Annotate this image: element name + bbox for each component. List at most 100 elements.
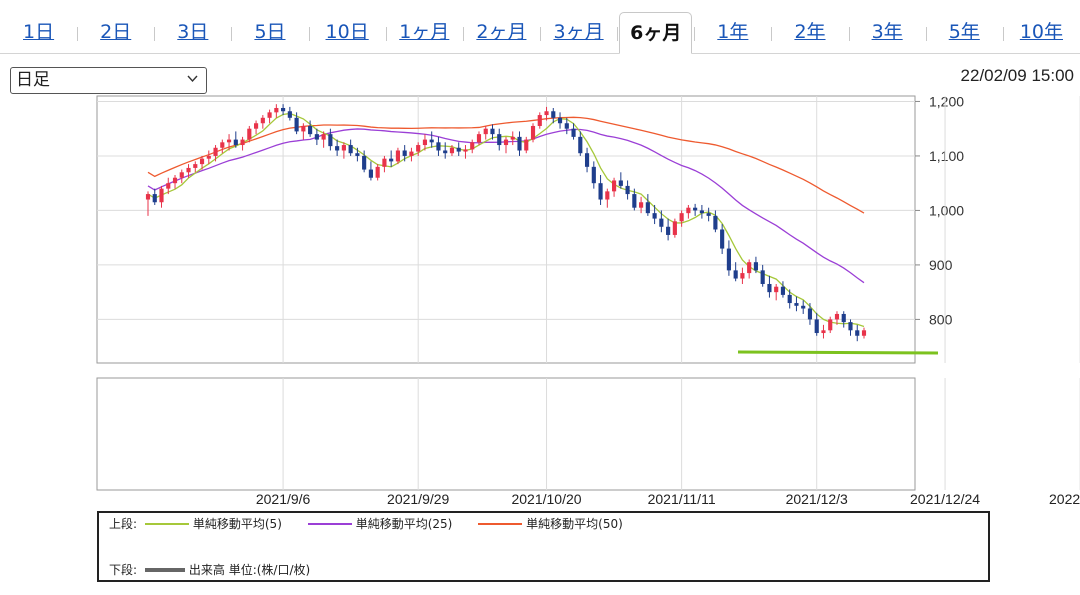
candle-body [199,158,205,165]
candle-body [855,330,860,336]
x-tick-label: 2021/12/3 [786,491,848,507]
candle-body [341,145,346,151]
candle-body [760,270,765,284]
tab-separator [771,27,772,41]
candle-body [422,139,428,146]
chart-legend: 上段: 単純移動平均(5) 単純移動平均(25) 単純移動平均(50) 下段: … [97,511,990,582]
tab-4[interactable]: 10日 [325,21,369,43]
candle-body [733,270,738,279]
candle-body [551,111,556,118]
candle-body [598,183,603,200]
candle-body [443,150,448,154]
candle-body [618,180,623,186]
candle-body [767,283,772,293]
candle-body [659,218,664,227]
candle-body [686,207,691,214]
candle-body [436,142,441,151]
candle-body [240,139,245,146]
tab-5[interactable]: 1ヶ月 [399,21,450,43]
tab-2[interactable]: 3日 [177,21,209,43]
candle-body [382,158,387,167]
tab-separator [849,27,850,41]
candle-body [672,221,677,235]
candle-body [321,134,326,140]
candle-body [172,177,178,184]
ma50-line [147,116,865,214]
tab-10[interactable]: 2年 [794,21,826,43]
tab-separator [540,27,541,41]
candle-body [449,147,455,154]
tab-1[interactable]: 2日 [100,21,132,43]
tab-6[interactable]: 2ヶ月 [476,21,527,43]
legend-ma25-swatch [307,522,352,525]
candle-body [260,117,265,124]
candle-body [605,191,610,200]
legend-upper-label: 上段: [109,517,138,531]
candle-body [456,147,461,152]
candle-body [470,142,475,150]
period-tab-bar: 1日 2日 3日 5日 10日 1ヶ月 2ヶ月 3ヶ月 6ヶ月 1年 2年 3年 5年 10年 [0,0,1080,54]
candle-body [213,147,218,156]
candle-body [497,134,502,146]
tab-11[interactable]: 3年 [871,21,903,43]
tab-3[interactable]: 5日 [254,21,286,43]
x-tick-label: 2021/10/20 [511,491,581,507]
ma5-line [147,112,865,328]
tab-13[interactable]: 10年 [1019,21,1063,43]
legend-volume-swatch [144,567,185,572]
candle-body [220,142,225,148]
legend-ma5: 単純移動平均(5) [141,516,282,532]
tab-8[interactable]: 6ヶ月 [619,12,693,54]
candle-body [834,313,840,320]
candle-body [814,319,819,334]
candle-body [652,213,657,219]
candle-body [274,107,279,113]
tab-12[interactable]: 5年 [948,21,980,43]
x-tick-label: 2021/9/6 [256,491,311,507]
price-timestamp: 22/02/09 15:00 [960,66,1074,85]
legend-ma50-label: 単純移動平均(50) [526,517,623,531]
y-tick-label: 1,000 [929,202,964,218]
legend-volume: 出来高 単位:(株/口/枚) [141,562,310,578]
tab-separator [1003,27,1004,41]
x-tick-label: 2021/9/29 [387,491,449,507]
candle-body [699,210,704,214]
candle-body [368,169,373,178]
tab-separator [231,27,232,41]
tab-7[interactable]: 3ヶ月 [553,21,604,43]
candle-body [186,167,191,173]
candle-body [233,139,238,146]
candle-body [801,305,806,309]
legend-ma50: 単純移動平均(50) [474,516,623,532]
candle-body [639,202,644,208]
candle-body [166,183,171,189]
candle-body [226,139,232,143]
candle-body [720,229,725,249]
candle-period-value: 日足 [16,70,50,90]
candle-body [179,172,184,178]
candle-body [625,185,630,195]
candle-period-select[interactable]: 日足 [10,67,207,94]
price-chart: 1,200 1,100 1,000 900 800 2021/9/6 2021/9/29 20… [96,93,1080,507]
candle-body [490,128,495,135]
tab-separator [463,27,464,41]
candle-body [314,134,319,140]
x-tick-label: 2021/12/24 [910,491,980,507]
candle-body [267,112,272,118]
candle-body [402,150,407,156]
tab-bar-underline [0,53,1080,54]
candle-body [281,107,286,112]
candle-body [355,153,360,156]
candle-body [348,145,353,154]
tab-9[interactable]: 1年 [717,21,749,43]
candle-body [794,303,799,306]
tab-separator [154,27,155,41]
candle-body [571,128,576,137]
candle-body [483,128,488,135]
candle-body [503,139,509,146]
candle-body [476,134,482,143]
legend-ma25: 単純移動平均(25) [304,516,452,532]
candle-body [828,319,833,331]
tab-0[interactable]: 1日 [23,21,55,43]
y-tick-label: 1,200 [929,93,964,109]
